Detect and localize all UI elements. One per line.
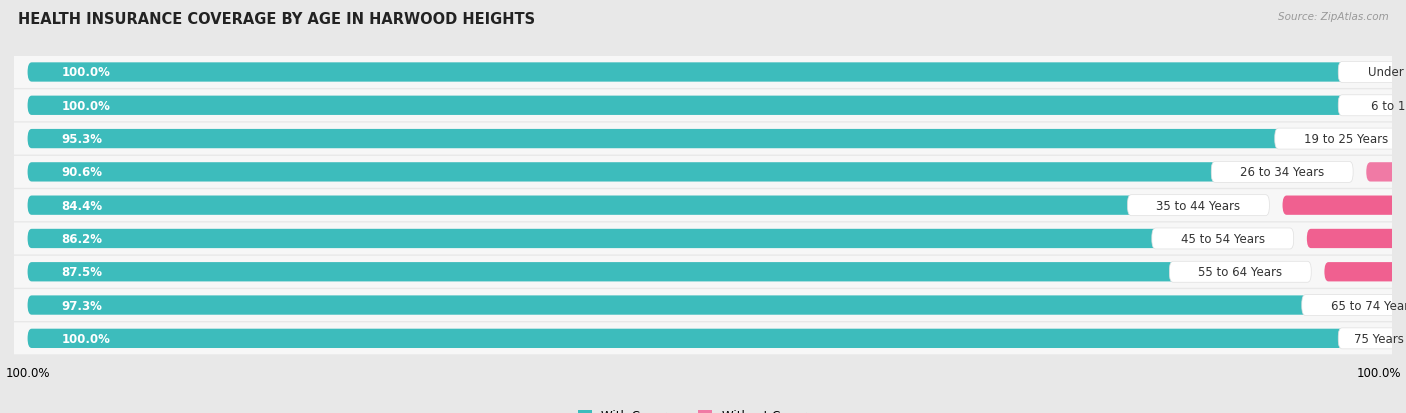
FancyBboxPatch shape (1302, 295, 1406, 316)
FancyBboxPatch shape (7, 290, 1399, 321)
FancyBboxPatch shape (1282, 196, 1406, 215)
Text: 95.3%: 95.3% (62, 133, 103, 146)
FancyBboxPatch shape (1128, 195, 1270, 216)
FancyBboxPatch shape (7, 157, 1399, 188)
FancyBboxPatch shape (1324, 263, 1406, 282)
Text: Under 6 Years: Under 6 Years (1368, 66, 1406, 79)
FancyBboxPatch shape (28, 163, 1251, 182)
Text: 65 to 74 Years: 65 to 74 Years (1330, 299, 1406, 312)
Text: 55 to 64 Years: 55 to 64 Years (1198, 266, 1282, 279)
FancyBboxPatch shape (7, 256, 1399, 288)
Text: 87.5%: 87.5% (62, 266, 103, 279)
Text: 6 to 18 Years: 6 to 18 Years (1371, 100, 1406, 112)
FancyBboxPatch shape (1339, 95, 1406, 116)
FancyBboxPatch shape (1170, 262, 1312, 282)
FancyBboxPatch shape (28, 296, 1341, 315)
FancyBboxPatch shape (28, 329, 1378, 348)
Text: 100.0%: 100.0% (62, 332, 110, 345)
FancyBboxPatch shape (7, 190, 1399, 222)
FancyBboxPatch shape (1306, 229, 1406, 249)
Text: 100.0%: 100.0% (62, 100, 110, 112)
Text: 35 to 44 Years: 35 to 44 Years (1156, 199, 1240, 212)
FancyBboxPatch shape (28, 130, 1315, 149)
FancyBboxPatch shape (1275, 129, 1406, 150)
FancyBboxPatch shape (28, 63, 1378, 83)
Text: 90.6%: 90.6% (62, 166, 103, 179)
FancyBboxPatch shape (28, 229, 1192, 249)
FancyBboxPatch shape (7, 123, 1399, 155)
FancyBboxPatch shape (1152, 228, 1294, 249)
Text: Source: ZipAtlas.com: Source: ZipAtlas.com (1278, 12, 1389, 22)
FancyBboxPatch shape (1367, 163, 1406, 182)
FancyBboxPatch shape (7, 90, 1399, 122)
Text: 84.4%: 84.4% (62, 199, 103, 212)
Text: 45 to 54 Years: 45 to 54 Years (1181, 233, 1265, 245)
FancyBboxPatch shape (7, 57, 1399, 89)
FancyBboxPatch shape (1339, 328, 1406, 349)
Legend: With Coverage, Without Coverage: With Coverage, Without Coverage (572, 404, 834, 413)
Text: 19 to 25 Years: 19 to 25 Years (1303, 133, 1388, 146)
Text: 75 Years and older: 75 Years and older (1354, 332, 1406, 345)
Text: 86.2%: 86.2% (62, 233, 103, 245)
Text: 26 to 34 Years: 26 to 34 Years (1240, 166, 1324, 179)
Text: 97.3%: 97.3% (62, 299, 103, 312)
FancyBboxPatch shape (28, 96, 1378, 116)
Text: HEALTH INSURANCE COVERAGE BY AGE IN HARWOOD HEIGHTS: HEALTH INSURANCE COVERAGE BY AGE IN HARW… (18, 12, 536, 27)
FancyBboxPatch shape (7, 323, 1399, 354)
FancyBboxPatch shape (1339, 62, 1406, 83)
FancyBboxPatch shape (28, 196, 1168, 215)
FancyBboxPatch shape (28, 263, 1209, 282)
Text: 100.0%: 100.0% (62, 66, 110, 79)
FancyBboxPatch shape (1211, 162, 1353, 183)
FancyBboxPatch shape (7, 223, 1399, 255)
